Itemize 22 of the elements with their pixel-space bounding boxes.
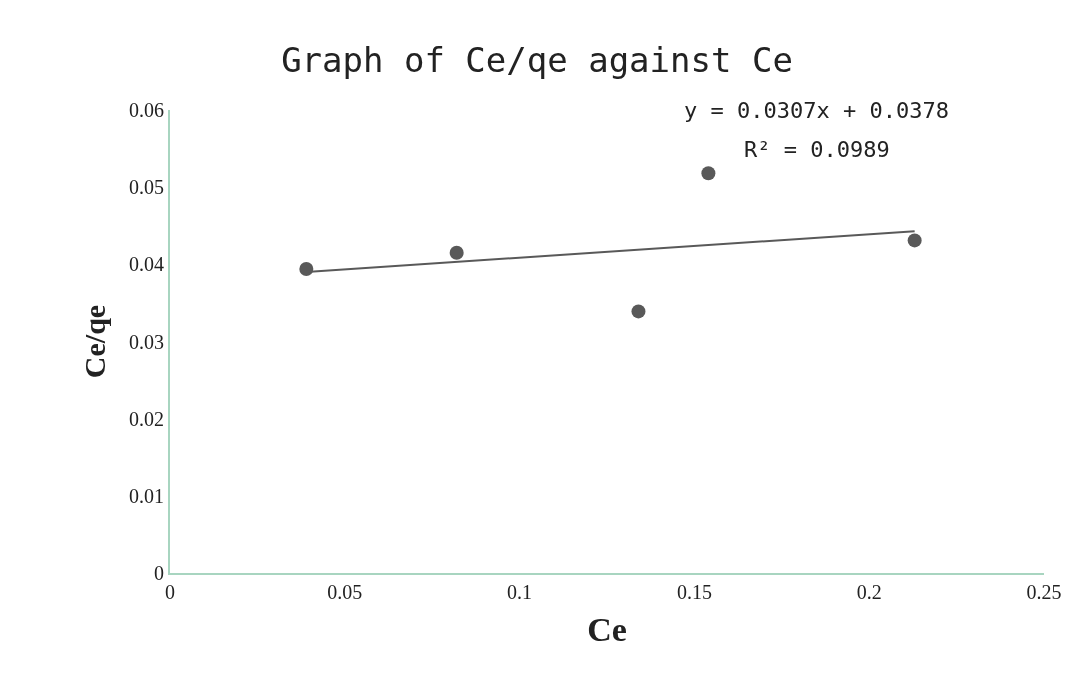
annotation: R² = 0.0989 bbox=[744, 137, 890, 162]
x-tick-label: 0.05 bbox=[327, 581, 363, 603]
point bbox=[631, 304, 646, 319]
y-tick-label: 0.01 bbox=[129, 484, 164, 507]
point bbox=[299, 261, 314, 276]
x-tick-label: 0.2 bbox=[856, 581, 882, 603]
y-tick-label: 0 bbox=[154, 562, 164, 584]
point bbox=[701, 166, 716, 181]
x-tick-label: 0.25 bbox=[1026, 581, 1062, 603]
y-tick-label: 0.04 bbox=[129, 253, 164, 276]
x-axis-title: Ce bbox=[587, 610, 627, 648]
y-tick-label: 0.06 bbox=[129, 99, 164, 121]
point bbox=[907, 233, 922, 248]
y-axis-title: Ce/qe bbox=[77, 304, 111, 379]
point bbox=[449, 245, 464, 260]
chart-title: Graph of Ce/qe against Ce bbox=[281, 39, 793, 80]
x-tick-label: 0.1 bbox=[507, 581, 533, 603]
annotation: y = 0.0307x + 0.0378 bbox=[684, 98, 949, 123]
y-tick-label: 0.02 bbox=[129, 407, 164, 430]
x-tick-label: 0.15 bbox=[676, 581, 712, 603]
y-tick-label: 0.03 bbox=[129, 330, 164, 353]
y-tick-label: 0.05 bbox=[129, 176, 164, 199]
